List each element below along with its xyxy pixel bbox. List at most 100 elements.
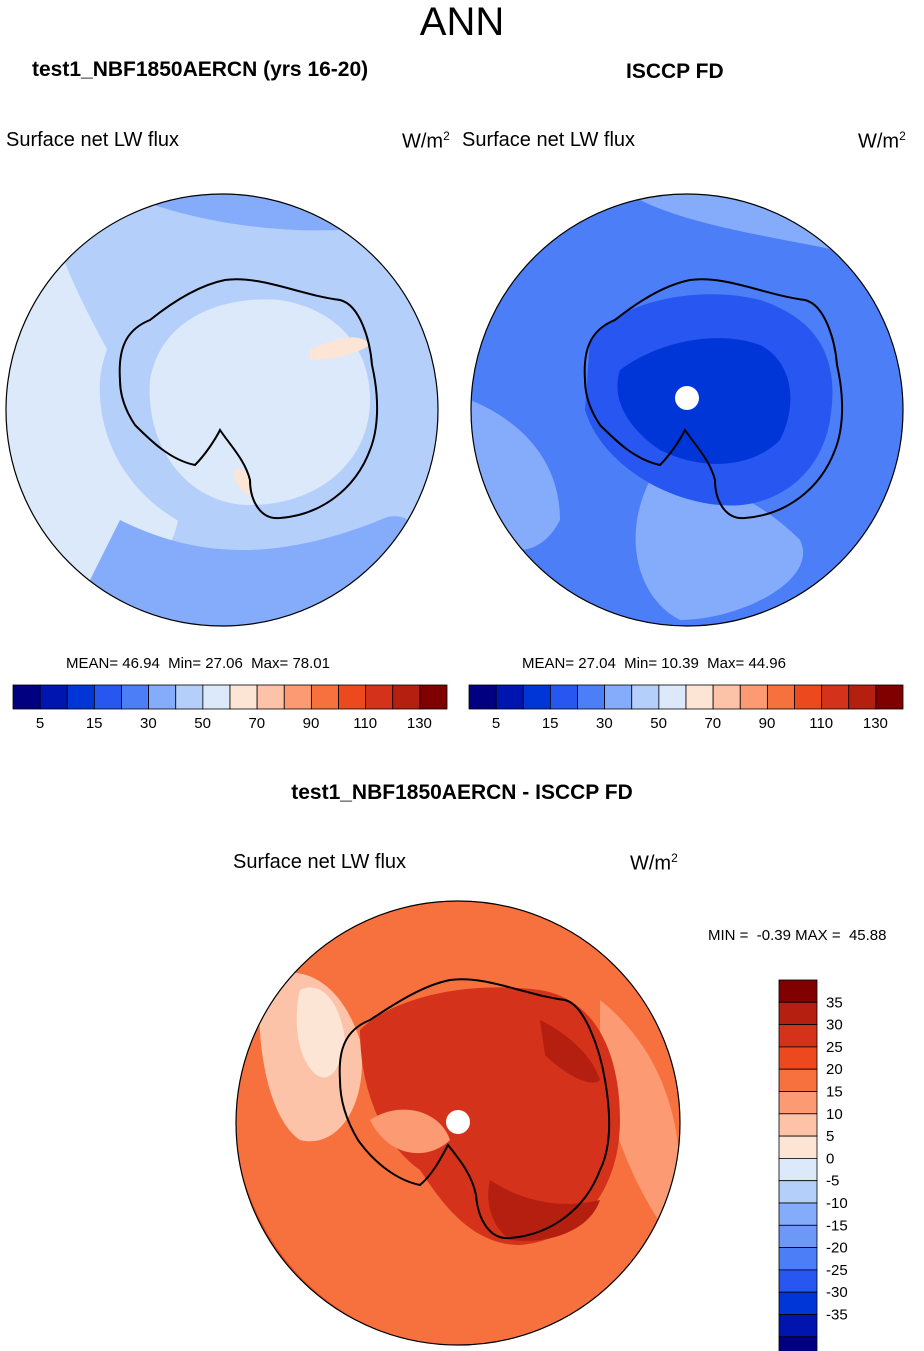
panel1-colorbar: 5 15 30 50 70 90 110 130 xyxy=(12,684,448,732)
colorbar-tick-label: 5 xyxy=(826,1128,834,1145)
colorbar-swatch xyxy=(712,684,741,710)
colorbar-swatch xyxy=(66,684,95,710)
panel3-field-region xyxy=(600,1000,680,1250)
figure-title: ANN xyxy=(419,0,505,44)
colorbar-swatch xyxy=(875,684,904,710)
panel3-field-region xyxy=(540,1020,600,1083)
colorbar-swatch xyxy=(468,684,497,710)
colorbar-swatch xyxy=(495,684,524,710)
colorbar-tick-label: 5 xyxy=(36,715,44,732)
colorbar-tick-label: 15 xyxy=(826,1084,843,1101)
colorbar-swatch xyxy=(739,684,768,710)
colorbar-tick-label: -30 xyxy=(826,1284,848,1301)
panel1-antarctica-coastline xyxy=(118,278,379,520)
colorbar-swatch xyxy=(821,684,850,710)
panel3-antarctica-coastline xyxy=(338,978,611,1240)
panel2-map-border xyxy=(470,193,904,627)
colorbar-swatch xyxy=(778,1068,818,1092)
colorbar-tick-label: 30 xyxy=(826,1017,843,1034)
panel3-minmax: MIN = -0.39 MAX = 45.88 xyxy=(708,927,887,944)
colorbar-tick-label: 50 xyxy=(650,715,667,732)
panel3-colorbar: 35 30 25 20 15 10 5 0 -5 -10 -15 -20 -25 -30 -35 xyxy=(778,979,848,1351)
colorbar-tick-label: -35 xyxy=(826,1307,848,1324)
panel3-field-region xyxy=(488,1180,600,1241)
colorbar-tick-label: 30 xyxy=(140,715,157,732)
colorbar-tick-label: 90 xyxy=(759,715,776,732)
panel3-map xyxy=(235,900,681,1346)
colorbar-swatch xyxy=(365,684,394,710)
colorbar-swatch xyxy=(549,684,578,710)
panel2-map xyxy=(470,193,904,627)
colorbar-tick-label: 0 xyxy=(826,1150,834,1167)
colorbar-swatch xyxy=(419,684,448,710)
panel1-field-region xyxy=(234,469,252,495)
panel3-units: W/m2 xyxy=(630,851,678,875)
panel2-pole-mask xyxy=(675,386,699,410)
colorbar-swatch xyxy=(778,1180,818,1204)
panel1-units: W/m2 xyxy=(402,129,450,153)
panel1-map-border xyxy=(5,193,439,627)
colorbar-swatch xyxy=(766,684,795,710)
colorbar-swatch xyxy=(310,684,339,710)
colorbar-tick-label: 15 xyxy=(86,715,103,732)
colorbar-swatch xyxy=(778,1202,818,1226)
panel3-map-border xyxy=(235,900,681,1346)
colorbar-swatch xyxy=(778,1024,818,1048)
colorbar-swatch xyxy=(794,684,823,710)
colorbar-swatch xyxy=(631,684,660,710)
colorbar-swatch xyxy=(778,1113,818,1137)
colorbar-swatch xyxy=(778,979,818,1003)
colorbar-swatch xyxy=(93,684,122,710)
colorbar-swatch xyxy=(778,1224,818,1249)
panel3-pole-mask xyxy=(446,1110,470,1134)
panel2-units: W/m2 xyxy=(858,129,906,153)
colorbar-swatch xyxy=(658,684,687,710)
colorbar-swatch xyxy=(778,1336,818,1351)
panel1-map xyxy=(5,193,439,627)
panel2-case-title: ISCCP FD xyxy=(626,60,724,83)
colorbar-swatch xyxy=(778,1135,818,1159)
colorbar-swatch xyxy=(175,684,204,710)
colorbar-tick-label: 50 xyxy=(194,715,211,732)
panel3-variable: Surface net LW flux xyxy=(233,851,407,873)
colorbar-tick-label: 35 xyxy=(826,994,843,1011)
colorbar-swatch xyxy=(229,684,258,710)
panel3-field-region xyxy=(296,987,345,1078)
panel2-antarctica-coastline xyxy=(583,278,844,520)
colorbar-tick-label: 130 xyxy=(407,715,432,732)
colorbar-swatch xyxy=(148,684,177,710)
colorbar-swatch xyxy=(778,1158,818,1182)
colorbar-swatch xyxy=(39,684,68,710)
panel2-colorbar: 5 15 30 50 70 90 110 130 xyxy=(468,684,904,732)
panel2-variable: Surface net LW flux xyxy=(462,129,636,151)
colorbar-swatch xyxy=(604,684,633,710)
colorbar-tick-label: 110 xyxy=(353,715,377,732)
colorbar-tick-label: 90 xyxy=(303,715,320,732)
colorbar-swatch xyxy=(283,684,312,710)
colorbar-swatch xyxy=(778,1091,818,1115)
panel3-case-title: test1_NBF1850AERCN - ISCCP FD xyxy=(291,781,633,804)
colorbar-tick-label: -5 xyxy=(826,1173,839,1190)
colorbar-swatch xyxy=(256,684,285,710)
colorbar-swatch xyxy=(778,1291,818,1315)
colorbar-tick-label: 70 xyxy=(248,715,265,732)
colorbar-swatch xyxy=(778,1001,818,1025)
colorbar-swatch xyxy=(778,1269,818,1293)
colorbar-tick-label: 20 xyxy=(826,1061,843,1078)
colorbar-swatch xyxy=(778,1314,818,1338)
panel1-field-region xyxy=(149,299,370,505)
colorbar-swatch xyxy=(685,684,714,710)
panel1-variable: Surface net LW flux xyxy=(6,129,180,151)
colorbar-swatch xyxy=(577,684,606,710)
panel1-stats: MEAN= 46.94 Min= 27.06 Max= 78.01 xyxy=(66,655,330,672)
colorbar-tick-label: -10 xyxy=(826,1195,848,1212)
colorbar-swatch xyxy=(522,684,551,710)
colorbar-swatch xyxy=(202,684,231,710)
colorbar-swatch xyxy=(778,1046,818,1070)
colorbar-tick-label: 15 xyxy=(542,715,559,732)
colorbar-swatch xyxy=(848,684,877,710)
colorbar-tick-label: 25 xyxy=(826,1039,843,1056)
colorbar-tick-label: -20 xyxy=(826,1240,848,1257)
colorbar-swatch xyxy=(338,684,367,710)
